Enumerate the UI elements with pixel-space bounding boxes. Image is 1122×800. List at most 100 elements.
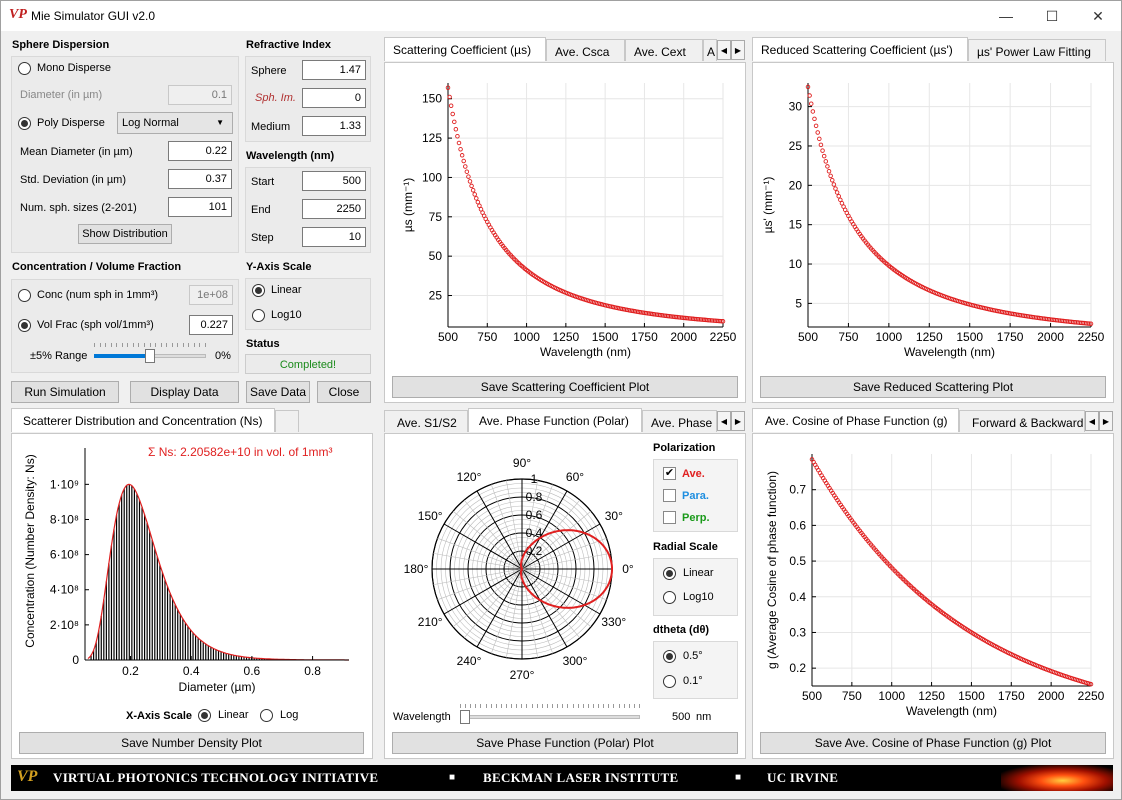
tab-ave-csca[interactable]: Ave. Csca bbox=[546, 39, 625, 61]
top-mid-panel bbox=[384, 62, 746, 403]
data-point bbox=[826, 168, 832, 174]
wl-start-label: Start bbox=[251, 176, 275, 188]
tab-reduced-scattering[interactable]: Reduced Scattering Coefficient (µs') bbox=[752, 37, 968, 61]
close-button[interactable]: Close bbox=[317, 381, 371, 403]
y-axis-label: Concentration (Number Density: Ns) bbox=[23, 454, 37, 647]
x-axis-label: Wavelength (nm) bbox=[540, 345, 631, 359]
tab-ave-cext[interactable]: Ave. Cext bbox=[625, 39, 703, 61]
dtheta-05-radio[interactable] bbox=[663, 650, 676, 663]
data-point bbox=[828, 173, 833, 179]
diameter-input[interactable]: 0.1 bbox=[168, 85, 232, 105]
minimize-button[interactable]: — bbox=[983, 1, 1029, 31]
data-point bbox=[813, 123, 819, 129]
angle-label: 0° bbox=[622, 562, 634, 576]
x-tick-label: 0.6 bbox=[244, 664, 261, 678]
wavelength-slider-thumb[interactable] bbox=[460, 710, 470, 724]
vol-frac-radio[interactable] bbox=[18, 319, 31, 332]
polar-spoke bbox=[490, 484, 523, 570]
xaxis-linear-label: Linear bbox=[218, 709, 249, 721]
show-distribution-button[interactable]: Show Distribution bbox=[78, 224, 172, 244]
scattering-coefficient-chart: 500 750 1000 1250 1500 1750 2000 2250 25 50 75 100 1… bbox=[401, 83, 737, 359]
x-tick-label: 2000 bbox=[670, 330, 697, 344]
tab-power-law-fitting[interactable]: µs' Power Law Fitting bbox=[968, 39, 1106, 61]
x-axis-label: Diameter (µm) bbox=[179, 680, 256, 694]
polar-spoke bbox=[476, 490, 523, 570]
tab-more[interactable]: A bbox=[703, 39, 717, 61]
sphere-dispersion-header: Sphere Dispersion bbox=[12, 39, 110, 51]
mono-disperse-radio[interactable] bbox=[18, 62, 31, 75]
display-data-button[interactable]: Display Data bbox=[130, 381, 239, 403]
tab-scatterer-distribution[interactable]: Scatterer Distribution and Concentration… bbox=[11, 408, 275, 432]
tab-scroll-right-icon[interactable]: ▶ bbox=[1099, 411, 1113, 431]
wl-start-input[interactable]: 500 bbox=[302, 171, 366, 191]
radial-linear-radio[interactable] bbox=[663, 567, 676, 580]
pol-para-checkbox[interactable] bbox=[663, 489, 676, 502]
yaxis-log-radio[interactable] bbox=[252, 309, 265, 322]
distribution-select[interactable]: Log Normal ▼ bbox=[117, 112, 233, 134]
poly-disperse-radio[interactable] bbox=[18, 117, 31, 130]
radial-label: 0.6 bbox=[526, 508, 543, 522]
pol-perp-checkbox[interactable] bbox=[663, 511, 676, 524]
close-icon: ✕ bbox=[1092, 7, 1104, 24]
maximize-button[interactable]: ☐ bbox=[1029, 1, 1075, 31]
conc-input[interactable]: 1e+08 bbox=[189, 285, 233, 305]
save-data-button[interactable]: Save Data bbox=[246, 381, 310, 403]
save-phase-polar-button[interactable]: Save Phase Function (Polar) Plot bbox=[392, 732, 738, 754]
radial-label: 1 bbox=[531, 472, 538, 486]
dtheta-01-radio[interactable] bbox=[663, 675, 676, 688]
polar-spoke bbox=[521, 568, 554, 654]
tab-scattering-coefficient[interactable]: Scattering Coefficient (µs) bbox=[384, 37, 546, 61]
save-number-density-button[interactable]: Save Number Density Plot bbox=[19, 732, 364, 754]
y-tick-label: 6·10⁸ bbox=[50, 548, 79, 562]
save-reduced-scattering-button[interactable]: Save Reduced Scattering Plot bbox=[760, 376, 1106, 398]
data-point bbox=[458, 147, 463, 152]
wl-step-input[interactable]: 10 bbox=[302, 227, 366, 247]
tab-ave-s1s2[interactable]: Ave. S1/S2 bbox=[384, 410, 468, 432]
wl-end-input[interactable]: 2250 bbox=[302, 199, 366, 219]
wavelength-slider[interactable] bbox=[460, 704, 640, 724]
tab-scroll-right-icon[interactable]: ▶ bbox=[731, 411, 745, 431]
xaxis-scale-label: X-Axis Scale bbox=[126, 710, 193, 722]
x-tick-label: 0.8 bbox=[304, 664, 321, 678]
wavelength-slider-label: Wavelength bbox=[393, 711, 451, 723]
save-ave-cosine-button[interactable]: Save Ave. Cosine of Phase Function (g) P… bbox=[760, 732, 1106, 754]
tab-scroll-left-icon[interactable]: ◀ bbox=[717, 411, 731, 431]
range-slider[interactable] bbox=[94, 343, 206, 363]
polar-spoke bbox=[437, 537, 523, 570]
xaxis-log-radio[interactable] bbox=[260, 709, 273, 722]
tab-ave-cosine[interactable]: Ave. Cosine of Phase Function (g) bbox=[752, 408, 959, 432]
range-slider-thumb[interactable] bbox=[145, 349, 155, 363]
run-simulation-button[interactable]: Run Simulation bbox=[11, 381, 119, 403]
tab-blank[interactable] bbox=[275, 410, 299, 432]
conc-radio[interactable] bbox=[18, 289, 31, 302]
save-scattering-plot-button[interactable]: Save Scattering Coefficient Plot bbox=[392, 376, 738, 398]
pol-ave-checkbox[interactable]: ✔ bbox=[663, 467, 676, 480]
y-tick-label: 20 bbox=[789, 178, 803, 192]
data-point bbox=[1088, 681, 1094, 687]
tab-scroll-left-icon[interactable]: ◀ bbox=[717, 40, 731, 60]
top-right-tabstrip: Reduced Scattering Coefficient (µs') µs'… bbox=[752, 37, 1114, 63]
mean-diameter-input[interactable]: 0.22 bbox=[168, 141, 232, 161]
close-window-button[interactable]: ✕ bbox=[1075, 1, 1121, 31]
vol-frac-input[interactable]: 0.227 bbox=[189, 315, 233, 335]
sphere-imag-input[interactable]: 0 bbox=[302, 88, 366, 108]
sphere-ri-label: Sphere bbox=[251, 65, 287, 77]
tab-phase-function-polar[interactable]: Ave. Phase Function (Polar) bbox=[468, 408, 642, 432]
tab-ave-phase[interactable]: Ave. Phase bbox=[642, 410, 717, 432]
radial-log-radio[interactable] bbox=[663, 591, 676, 604]
sphere-ri-input[interactable]: 1.47 bbox=[302, 60, 366, 80]
num-sizes-input[interactable]: 101 bbox=[168, 197, 232, 217]
polar-spoke bbox=[506, 480, 523, 570]
data-point bbox=[445, 85, 451, 90]
tab-forward-backward[interactable]: Forward & Backward bbox=[959, 410, 1085, 432]
std-deviation-input[interactable]: 0.37 bbox=[168, 169, 232, 189]
tab-scroll-left-icon[interactable]: ◀ bbox=[1085, 411, 1099, 431]
status-text: Completed! bbox=[279, 359, 337, 371]
data-point bbox=[838, 197, 843, 203]
medium-ri-input[interactable]: 1.33 bbox=[302, 116, 366, 136]
yaxis-linear-radio[interactable] bbox=[252, 284, 265, 297]
xaxis-linear-radio[interactable] bbox=[198, 709, 211, 722]
tab-scroll-right-icon[interactable]: ▶ bbox=[731, 40, 745, 60]
polar-spoke bbox=[463, 499, 523, 570]
polar-spoke bbox=[521, 553, 611, 570]
